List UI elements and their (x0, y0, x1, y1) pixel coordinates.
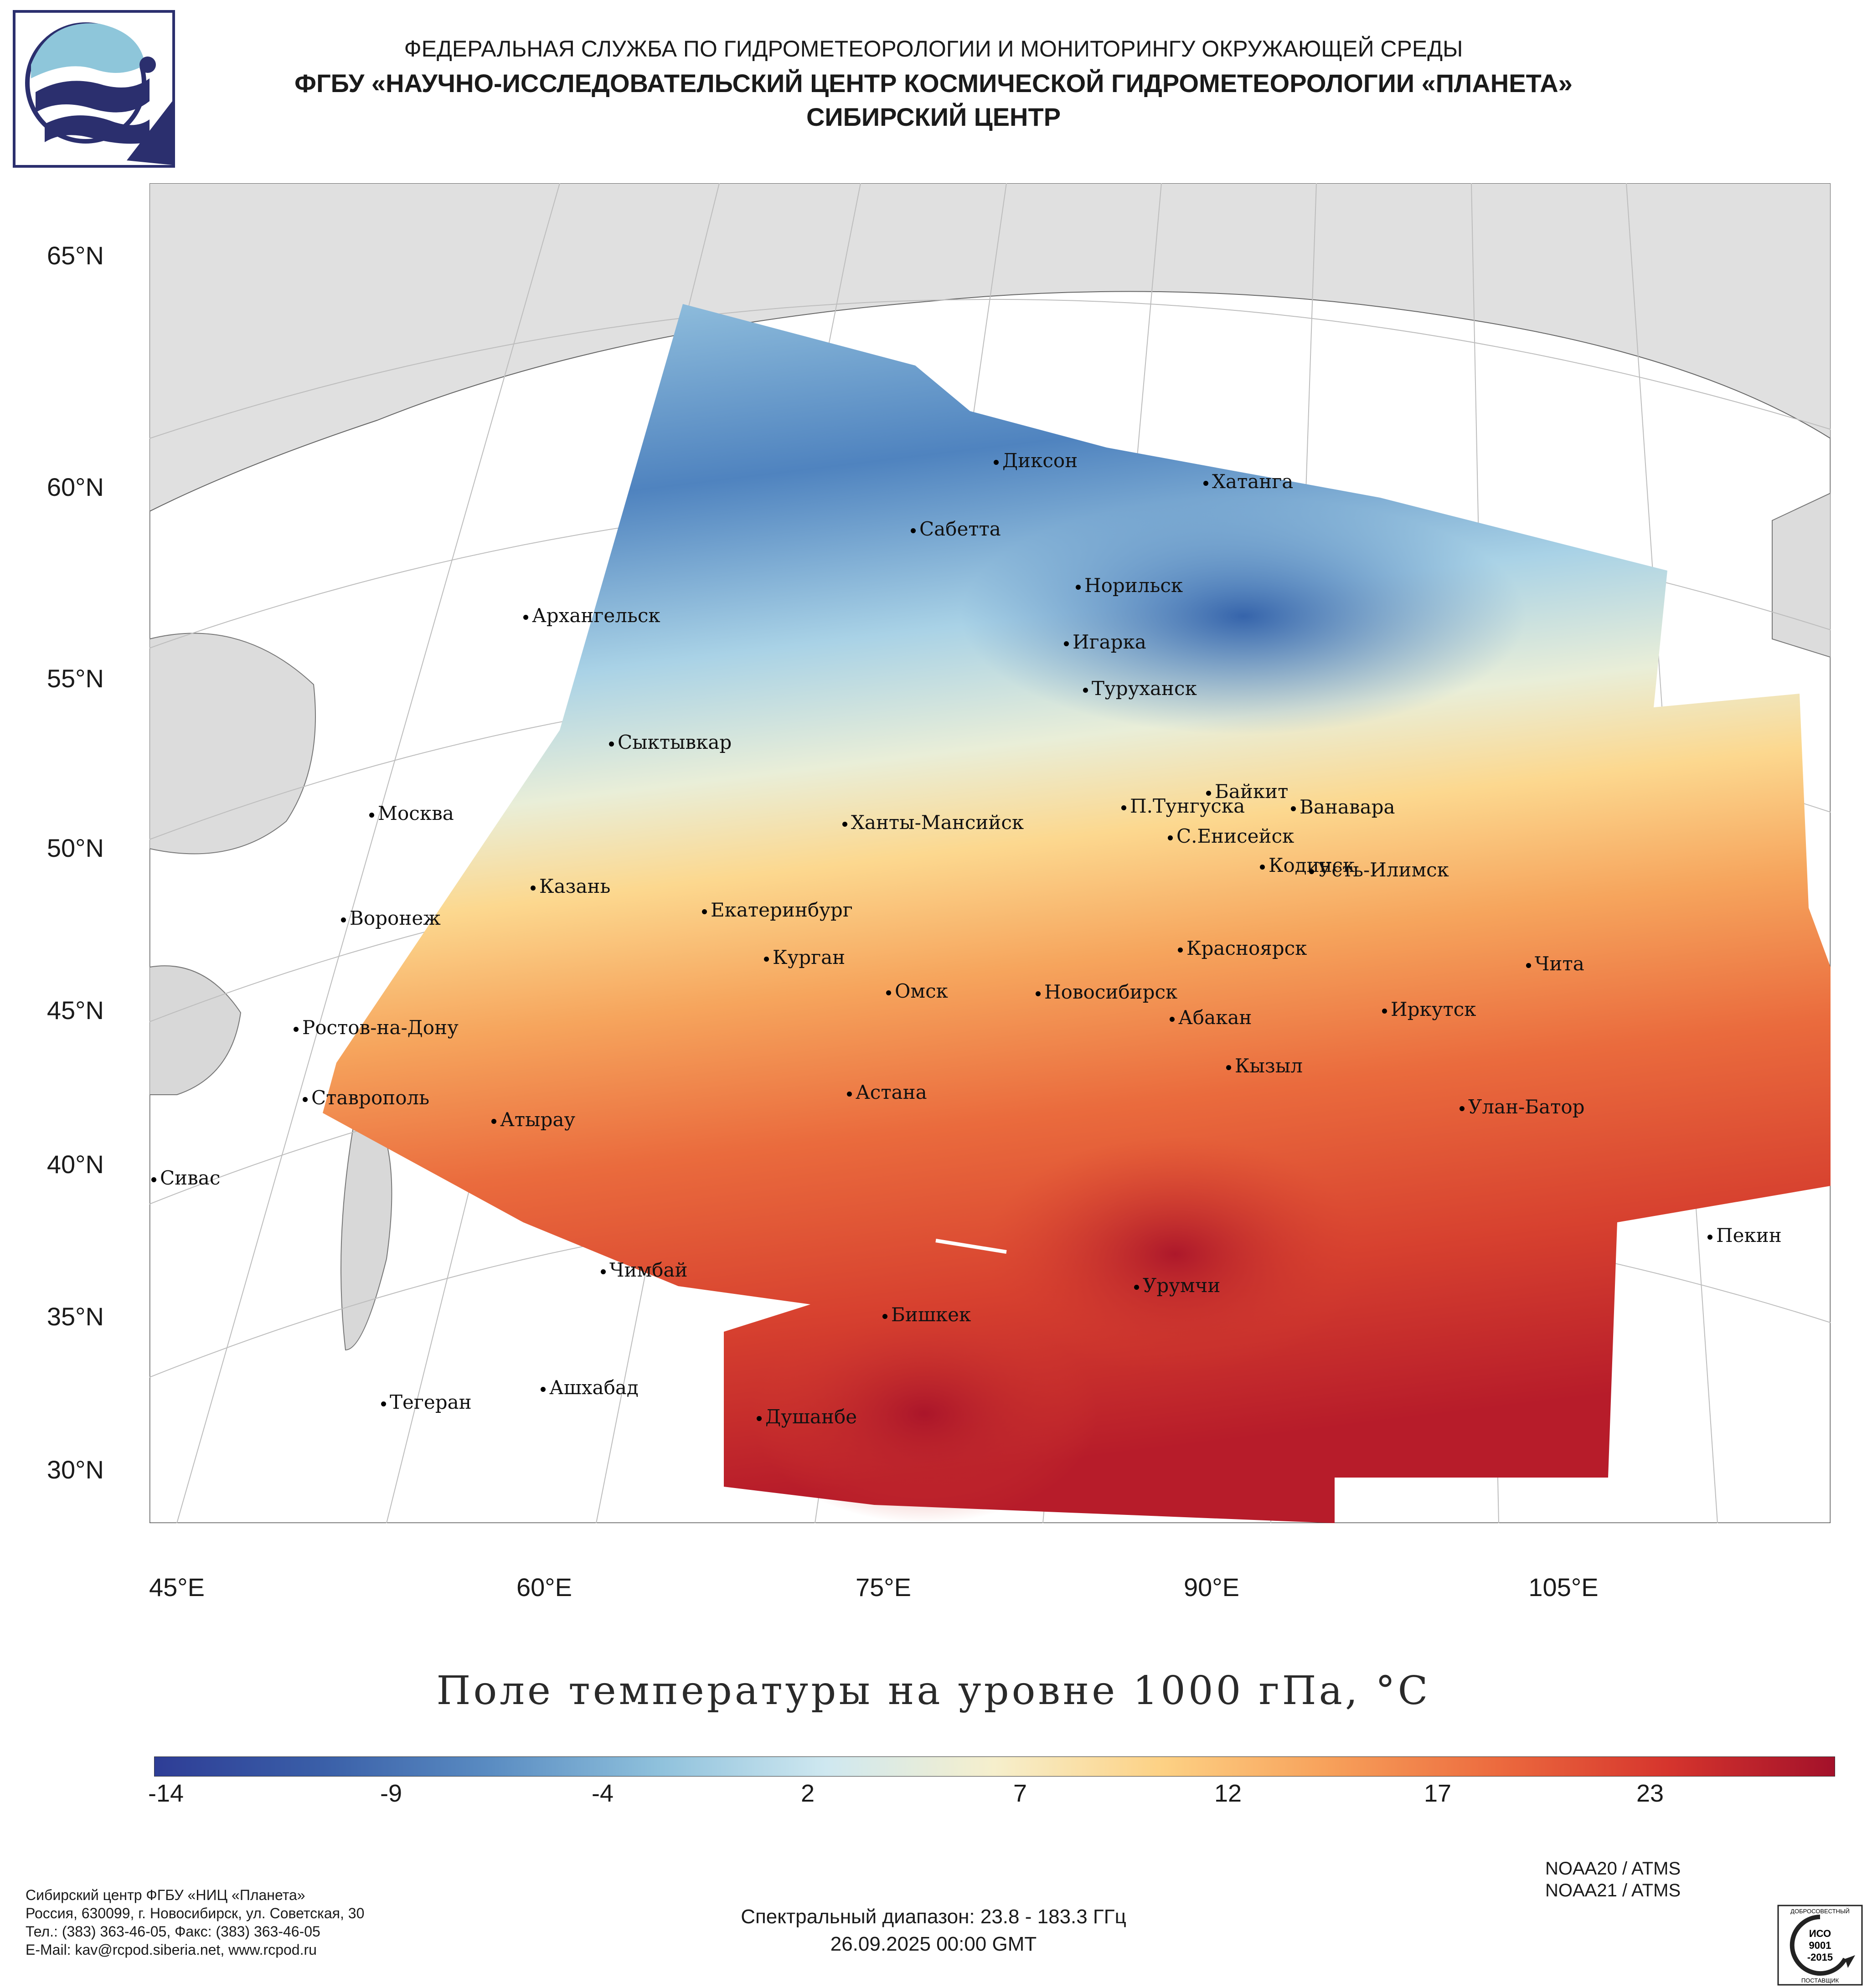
colorbar-tick: -4 (591, 1780, 614, 1807)
city-label: Усть-Илимск (1309, 859, 1449, 881)
lat-label: 40°N (46, 1150, 104, 1179)
lat-label: 45°N (46, 996, 104, 1025)
temperature-map (150, 183, 1831, 1523)
city-label: Воронеж (341, 907, 441, 929)
city-label: Красноярск (1178, 937, 1307, 959)
city-label: Сыктывкар (609, 731, 732, 753)
city-label: Туруханск (1083, 677, 1197, 700)
city-label: Ванавара (1291, 796, 1395, 818)
city-label: Астана (847, 1081, 927, 1103)
city-label: Улан-Батор (1460, 1096, 1585, 1118)
lon-label: 60°E (516, 1573, 572, 1602)
city-label: Екатеринбург (702, 899, 853, 921)
lon-label: 105°E (1528, 1573, 1599, 1602)
city-label: Игарка (1064, 631, 1146, 653)
city-label: Москва (369, 802, 454, 824)
lat-label: 50°N (46, 834, 104, 862)
map-title: Поле температуры на уровне 1000 гПа, °С (436, 1668, 1431, 1714)
colorbar-tick: 2 (800, 1780, 815, 1807)
city-label: Атырау (491, 1108, 575, 1131)
satellite-item: NOAA20 / ATMS (1545, 1859, 1681, 1879)
lon-label: 90°E (1183, 1573, 1240, 1602)
city-label: Сивас (151, 1167, 220, 1189)
svg-text:-2015: -2015 (1807, 1952, 1833, 1963)
colorbar-tick: 17 (1423, 1780, 1452, 1807)
footer-org-name: Сибирский центр ФГБУ «НИЦ «Планета» (26, 1887, 305, 1903)
lat-label: 55°N (46, 664, 104, 693)
city-label: Казань (531, 875, 610, 897)
city-label: Новосибирск (1036, 981, 1177, 1003)
lat-label: 35°N (46, 1302, 104, 1331)
city-label: С.Енисейск (1168, 825, 1294, 847)
city-label: Ханты-Мансийск (842, 811, 1024, 834)
header-institute: ФГБУ «НАУЧНО-ИССЛЕДОВАТЕЛЬСКИЙ ЦЕНТР КОС… (294, 69, 1573, 98)
city-label: Бишкек (882, 1303, 971, 1326)
colorbar (154, 1756, 1835, 1777)
city-label: Кызыл (1226, 1055, 1303, 1077)
planeta-logo (13, 10, 175, 168)
footer-phone: Тел.: (383) 363-46-05, Факс: (383) 363-4… (26, 1923, 320, 1940)
spectral-info: Спектральный диапазон: 23.8 - 183.3 ГГц … (0, 1903, 1867, 1958)
svg-text:9001: 9001 (1809, 1940, 1831, 1951)
city-label: Ростов-на-Дону (294, 1016, 459, 1039)
city-label: Ставрополь (303, 1087, 429, 1109)
city-label: Омск (886, 980, 948, 1002)
colorbar-tick: 12 (1214, 1780, 1242, 1807)
city-label: Чита (1526, 953, 1584, 975)
city-label: Норильск (1076, 574, 1183, 597)
header-agency: ФЕДЕРАЛЬНАЯ СЛУЖБА ПО ГИДРОМЕТЕОРОЛОГИИ … (404, 36, 1463, 62)
spectral-range: Спектральный диапазон: 23.8 - 183.3 ГГц (741, 1906, 1126, 1928)
svg-text:ПОСТАВЩИК: ПОСТАВЩИК (1801, 1977, 1839, 1984)
footer-email: E-Mail: kav@rcpod.siberia.net, www.rcpod… (26, 1942, 317, 1958)
lon-label: 45°E (149, 1573, 205, 1602)
city-label: П.Тунгуска (1121, 795, 1245, 817)
lat-label: 30°N (46, 1455, 104, 1484)
city-label: Ашхабад (541, 1376, 639, 1399)
city-label: Архангельск (523, 604, 660, 627)
city-label: Байкит (1206, 780, 1288, 803)
satellite-list: NOAA20 / ATMS NOAA21 / ATMS (1545, 1858, 1681, 1901)
city-label: Урумчи (1134, 1274, 1220, 1297)
lon-label: 75°E (855, 1573, 912, 1602)
lat-label: 60°N (46, 473, 104, 501)
city-label: Иркутск (1382, 998, 1476, 1020)
colorbar-tick: -14 (148, 1780, 184, 1807)
city-label: Тегеран (381, 1391, 472, 1413)
header-center: СИБИРСКИЙ ЦЕНТР (806, 103, 1061, 131)
colorbar-tick: -9 (380, 1780, 402, 1807)
lat-label: 65°N (46, 241, 104, 270)
city-label: Сабетта (911, 518, 1001, 540)
city-label: Диксон (994, 449, 1078, 472)
svg-text:ДОБРОСОВЕСТНЫЙ: ДОБРОСОВЕСТНЫЙ (1790, 1908, 1850, 1915)
satellite-item: NOAA21 / ATMS (1545, 1880, 1681, 1900)
colorbar-tick: 7 (1013, 1780, 1027, 1807)
city-label: Чимбай (601, 1259, 687, 1281)
city-label: Курган (764, 946, 845, 968)
colorbar-tick: 23 (1636, 1780, 1664, 1807)
city-label: Пекин (1707, 1224, 1782, 1246)
city-label: Абакан (1170, 1006, 1252, 1029)
city-label: Душанбе (757, 1406, 857, 1428)
city-label: Хатанга (1203, 470, 1293, 493)
svg-text:ИСО: ИСО (1809, 1928, 1831, 1939)
iso-badge: ДОБРОСОВЕСТНЫЙ ИСО 9001 -2015 ПОСТАВЩИК (1777, 1905, 1863, 1986)
observation-datetime: 26.09.2025 00:00 GMT (830, 1933, 1037, 1955)
footer-address: Россия, 630099, г. Новосибирск, ул. Сове… (26, 1905, 365, 1921)
